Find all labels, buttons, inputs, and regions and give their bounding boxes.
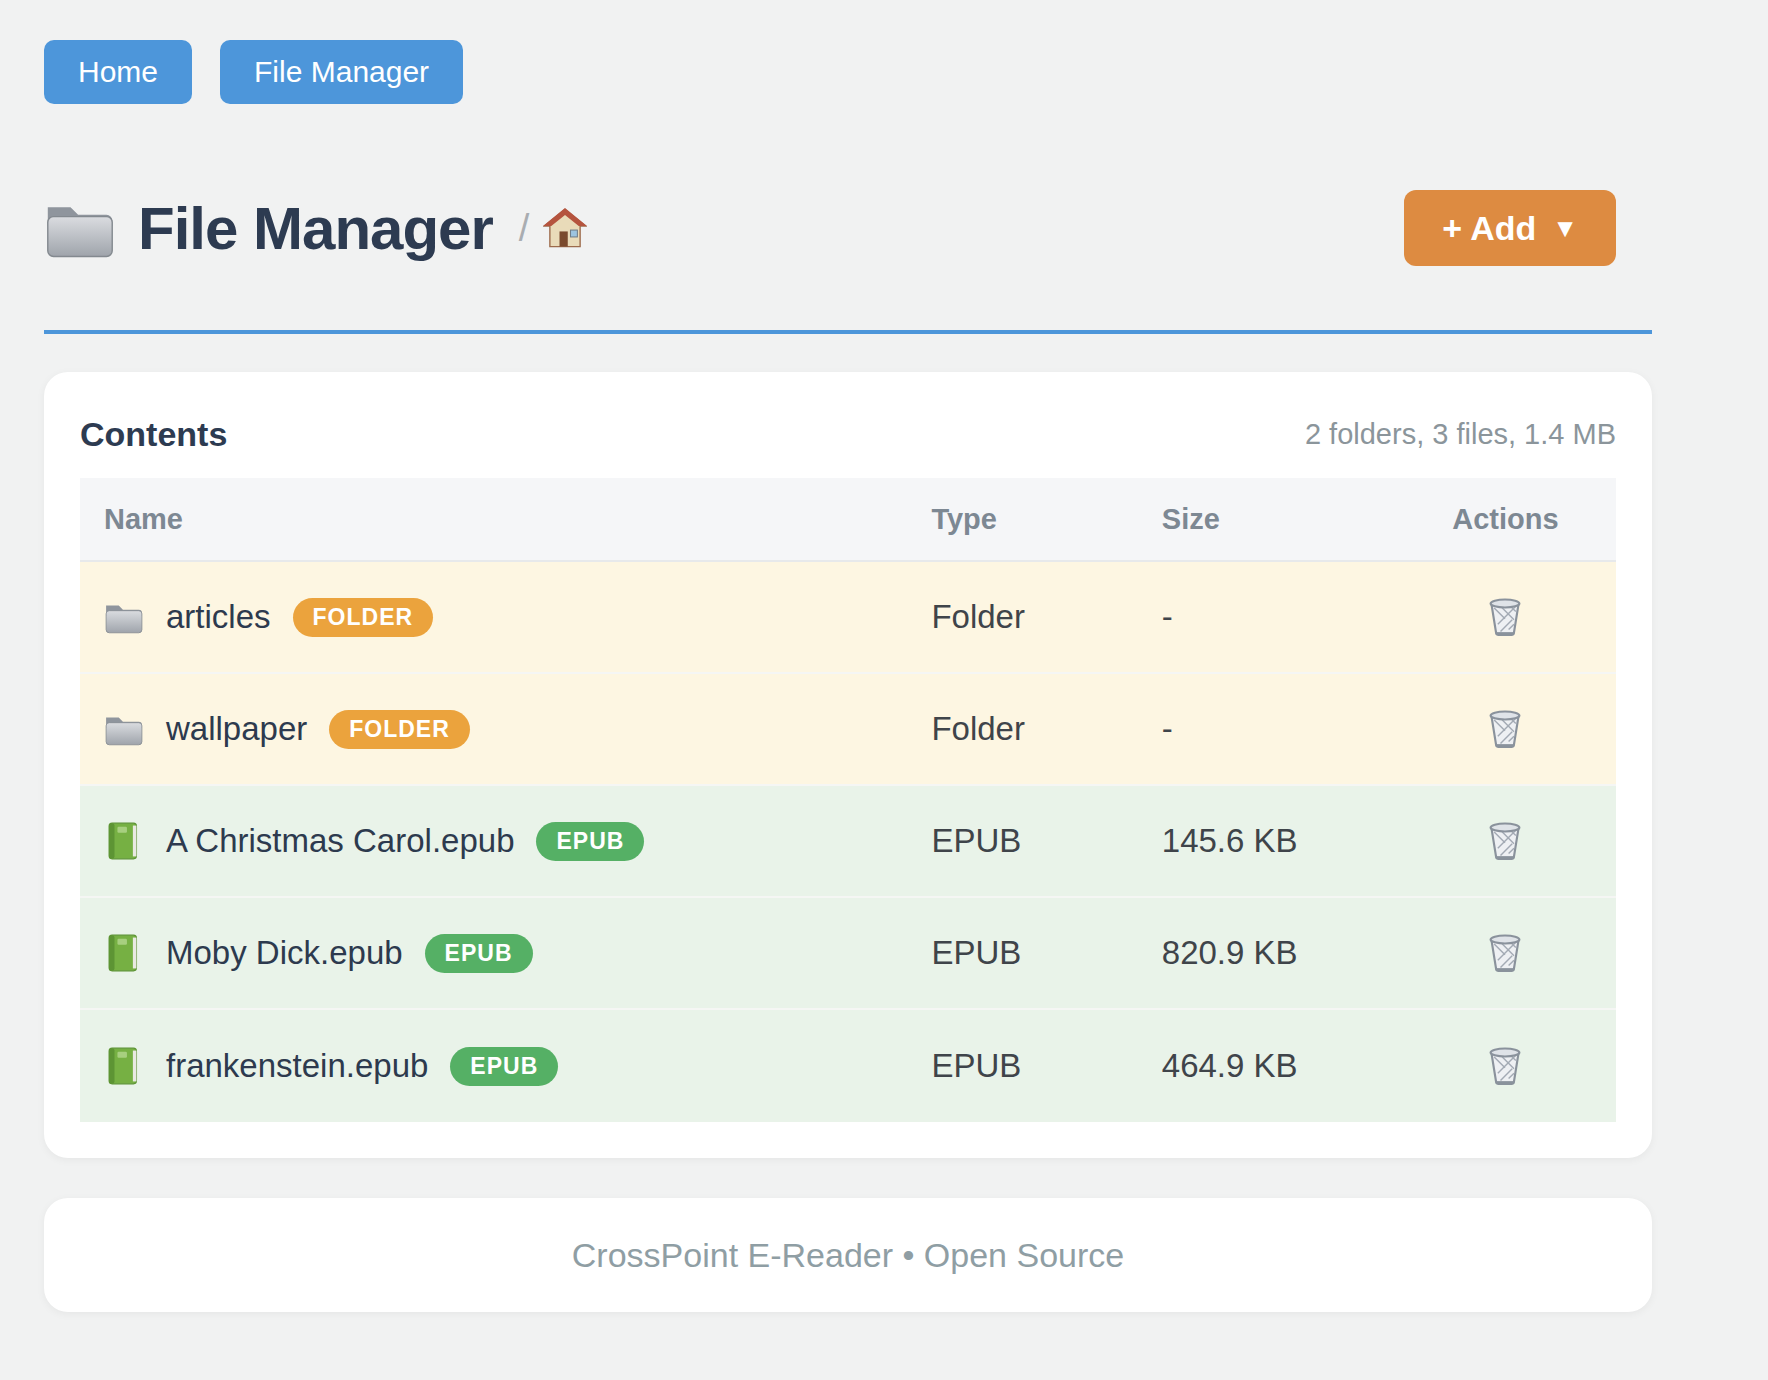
add-button[interactable]: + Add ▼	[1404, 190, 1616, 266]
delete-button[interactable]	[1481, 591, 1529, 643]
file-type-badge: EPUB	[450, 1047, 558, 1086]
table-row: articles FOLDER Folder -	[80, 562, 1616, 674]
size-cell: -	[1160, 598, 1395, 636]
table-row: A Christmas Carol.epub EPUB EPUB 145.6 K…	[80, 786, 1616, 898]
nav-file-manager-button[interactable]: File Manager	[220, 40, 463, 104]
file-name-link[interactable]: A Christmas Carol.epub	[166, 822, 514, 860]
book-icon	[104, 1047, 144, 1085]
actions-cell	[1395, 815, 1616, 867]
file-name-link[interactable]: articles	[166, 598, 271, 636]
add-button-label: + Add	[1442, 209, 1536, 248]
title-group: File Manager /	[44, 194, 587, 263]
column-header-type: Type	[929, 503, 1159, 536]
file-type-badge: FOLDER	[329, 710, 470, 749]
table-row: wallpaper FOLDER Folder -	[80, 674, 1616, 786]
chevron-down-icon: ▼	[1552, 213, 1578, 244]
table-body: articles FOLDER Folder - wallpaper FOLDE…	[80, 562, 1616, 1122]
type-cell: EPUB	[929, 1047, 1159, 1085]
trash-icon	[1487, 597, 1523, 637]
book-icon	[104, 822, 144, 860]
contents-summary: 2 folders, 3 files, 1.4 MB	[1305, 418, 1616, 451]
size-cell: 145.6 KB	[1160, 822, 1395, 860]
breadcrumb: /	[519, 207, 588, 250]
card-header: Contents 2 folders, 3 files, 1.4 MB	[80, 408, 1616, 460]
column-header-name: Name	[80, 503, 929, 536]
folder-icon	[104, 710, 144, 748]
actions-cell	[1395, 1040, 1616, 1092]
table-header-row: Name Type Size Actions	[80, 478, 1616, 562]
page-header: File Manager / + Add ▼	[44, 190, 1652, 266]
actions-cell	[1395, 591, 1616, 643]
column-header-actions: Actions	[1395, 503, 1616, 536]
actions-cell	[1395, 703, 1616, 755]
table-row: Moby Dick.epub EPUB EPUB 820.9 KB	[80, 898, 1616, 1010]
page-container: Home File Manager File Manager / + Add ▼…	[44, 0, 1652, 1312]
file-type-badge: EPUB	[425, 934, 533, 973]
type-cell: EPUB	[929, 822, 1159, 860]
column-header-size: Size	[1160, 503, 1395, 536]
actions-cell	[1395, 927, 1616, 979]
footer: CrossPoint E-Reader • Open Source	[44, 1198, 1652, 1312]
name-cell: Moby Dick.epub EPUB	[80, 934, 929, 973]
page-title: File Manager	[138, 194, 493, 263]
contents-card: Contents 2 folders, 3 files, 1.4 MB Name…	[44, 372, 1652, 1158]
delete-button[interactable]	[1481, 815, 1529, 867]
file-type-badge: FOLDER	[293, 598, 434, 637]
name-cell: wallpaper FOLDER	[80, 710, 929, 749]
delete-button[interactable]	[1481, 1040, 1529, 1092]
file-name-link[interactable]: Moby Dick.epub	[166, 934, 403, 972]
book-icon	[104, 934, 144, 972]
footer-text: CrossPoint E-Reader • Open Source	[572, 1236, 1124, 1275]
size-cell: 820.9 KB	[1160, 934, 1395, 972]
trash-icon	[1487, 1046, 1523, 1086]
title-divider	[44, 330, 1652, 334]
file-name-link[interactable]: wallpaper	[166, 710, 307, 748]
folder-icon	[44, 196, 116, 260]
type-cell: Folder	[929, 710, 1159, 748]
delete-button[interactable]	[1481, 703, 1529, 755]
file-name-link[interactable]: frankenstein.epub	[166, 1047, 428, 1085]
trash-icon	[1487, 933, 1523, 973]
size-cell: 464.9 KB	[1160, 1047, 1395, 1085]
name-cell: frankenstein.epub EPUB	[80, 1047, 929, 1086]
top-nav: Home File Manager	[44, 0, 1652, 104]
type-cell: Folder	[929, 598, 1159, 636]
house-icon[interactable]	[543, 208, 587, 248]
trash-icon	[1487, 709, 1523, 749]
delete-button[interactable]	[1481, 927, 1529, 979]
card-title: Contents	[80, 415, 227, 454]
trash-icon	[1487, 821, 1523, 861]
folder-icon	[104, 598, 144, 636]
size-cell: -	[1160, 710, 1395, 748]
file-type-badge: EPUB	[536, 822, 644, 861]
type-cell: EPUB	[929, 934, 1159, 972]
breadcrumb-separator: /	[519, 207, 530, 250]
file-table: Name Type Size Actions articles FOLDER F…	[80, 478, 1616, 1122]
nav-home-button[interactable]: Home	[44, 40, 192, 104]
name-cell: A Christmas Carol.epub EPUB	[80, 822, 929, 861]
table-row: frankenstein.epub EPUB EPUB 464.9 KB	[80, 1010, 1616, 1122]
name-cell: articles FOLDER	[80, 598, 929, 637]
